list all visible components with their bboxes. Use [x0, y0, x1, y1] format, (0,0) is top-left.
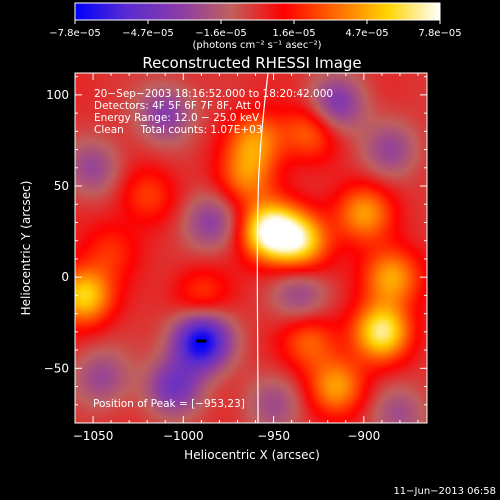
- y-tick-label: 50: [54, 179, 69, 193]
- annotation-energy: Energy Range: 12.0 − 25.0 keV: [94, 112, 260, 124]
- y-tick-label: 100: [46, 88, 69, 102]
- colorbar: −7.8e−05 −4.7e−05 −1.6e−05 1.6e−05 4.7e−05 7.…: [49, 2, 462, 51]
- x-tick-label: −900: [347, 429, 380, 443]
- colorbar-tick-label: 1.6e−05: [272, 28, 315, 39]
- y-tick-label: 0: [61, 270, 69, 284]
- y-axis-label: Heliocentric Y (arcsec): [19, 181, 33, 316]
- colorbar-strip: [74, 2, 441, 21]
- annotation-detectors: Detectors: 4F 5F 6F 7F 8F, Att 0: [94, 100, 261, 112]
- x-axis-label: Heliocentric X (arcsec): [184, 448, 320, 462]
- heatmap-image: [75, 73, 427, 423]
- x-tick-label: −1050: [73, 429, 114, 443]
- chart-title: Reconstructed RHESSI Image: [142, 54, 361, 72]
- x-tick-label: −950: [257, 429, 290, 443]
- annotation-block: 20−Sep−2003 18:16:52.000 to 18:20:42.000…: [94, 88, 333, 136]
- colorbar-tick-label: −4.7e−05: [122, 28, 174, 39]
- x-axis-ticks: −1050 −1000 −950 −900: [73, 73, 419, 443]
- solar-limb-line: [256, 73, 269, 423]
- annotation-clean: Clean Total counts: 1.07E+03: [94, 124, 263, 136]
- y-axis-ticks: −50 0 50 100: [44, 76, 427, 406]
- colorbar-tick-label: 4.7e−05: [345, 28, 388, 39]
- footer-date: 11−Jun−2013 06:58: [393, 486, 496, 497]
- plot-frame: [74, 72, 428, 424]
- annotation-time: 20−Sep−2003 18:16:52.000 to 18:20:42.000: [94, 88, 333, 100]
- peak-position-label: Position of Peak = [−953,23]: [93, 398, 245, 410]
- x-tick-label: −1000: [163, 429, 204, 443]
- colorbar-tick-label: −7.8e−05: [49, 28, 101, 39]
- colorbar-tick-label: 7.8e−05: [418, 28, 461, 39]
- colorbar-tick-label: −1.6e−05: [195, 28, 247, 39]
- y-tick-label: −50: [44, 361, 69, 375]
- colorbar-unit-label: (photons cm⁻² s⁻¹ asec⁻²): [192, 40, 321, 51]
- colorbar-ticks: −7.8e−05 −4.7e−05 −1.6e−05 1.6e−05 4.7e−05 7.…: [49, 20, 462, 39]
- heatmap-area: [75, 73, 427, 423]
